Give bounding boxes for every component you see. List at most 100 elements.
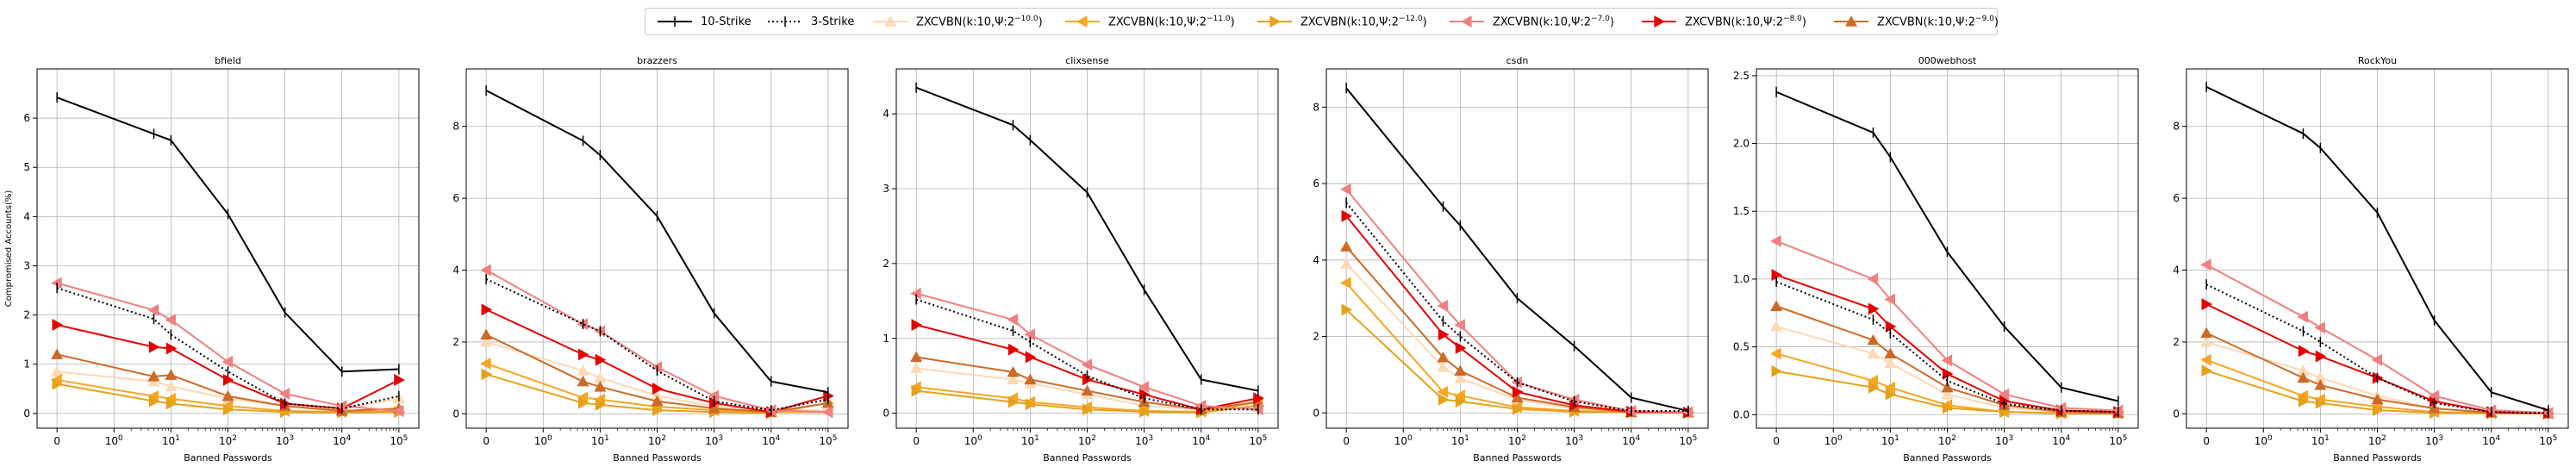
legend-label-exponent: −9.0 bbox=[1975, 14, 1994, 23]
data-point bbox=[910, 351, 923, 363]
y-tick-label: 1 bbox=[883, 333, 889, 345]
data-point bbox=[480, 335, 493, 347]
data-point bbox=[1884, 347, 1897, 359]
x-tick-label: 105 bbox=[1679, 434, 1697, 447]
y-tick-label: 4 bbox=[452, 265, 459, 277]
legend-label-exponent: −7.0 bbox=[1591, 14, 1610, 23]
data-point bbox=[2200, 327, 2213, 339]
y-tick-label: 2 bbox=[23, 309, 30, 321]
data-point bbox=[594, 393, 605, 406]
data-point bbox=[2200, 335, 2213, 347]
legend-marker bbox=[884, 16, 896, 27]
data-point bbox=[1770, 234, 1781, 247]
x-tick-label: 105 bbox=[2109, 434, 2127, 447]
data-point bbox=[1867, 272, 1879, 285]
legend-label: ZXCVBN(k:10,Ψ:2−8.0) bbox=[1685, 14, 1806, 29]
x-tick-label: 104 bbox=[333, 434, 351, 447]
legend-label-exponent: −10.0 bbox=[1014, 14, 1039, 23]
x-tick-label: 104 bbox=[2052, 434, 2070, 447]
data-point bbox=[1024, 328, 1035, 341]
x-tick-label: 105 bbox=[390, 434, 408, 447]
x-tick-label: 101 bbox=[1021, 434, 1039, 447]
chart-title: bfield bbox=[215, 55, 241, 66]
data-point bbox=[2298, 395, 2310, 408]
legend-label-base: ZXCVBN(k:10,Ψ:2 bbox=[1877, 16, 1976, 29]
y-tick-label: 3 bbox=[23, 259, 30, 271]
data-point bbox=[2297, 371, 2310, 383]
x-tick-label: 103 bbox=[705, 434, 723, 447]
x-tick-label: 105 bbox=[1249, 434, 1267, 447]
y-tick-label: 4 bbox=[883, 108, 889, 120]
chart-panel-bfield: 0 100 101 102 103 104 105 0 1 2 3 4 5 6 bfield Banned P… bbox=[4, 55, 420, 464]
x-tick-label: 105 bbox=[819, 434, 837, 447]
data-point bbox=[577, 396, 589, 409]
data-point bbox=[1884, 381, 1895, 394]
x-tick-label: 103 bbox=[276, 434, 294, 447]
x-axis-label: Banned Passwords bbox=[2333, 452, 2422, 464]
data-point bbox=[1770, 300, 1783, 311]
chart-panel-rockyou: 0 100 101 102 103 104 105 0 2 4 6 8 RockYou Banned Pa… bbox=[2173, 55, 2569, 464]
data-point bbox=[1512, 385, 1524, 398]
data-point bbox=[1340, 277, 1351, 289]
x-tick-label: 100 bbox=[964, 434, 982, 447]
data-point bbox=[1454, 319, 1465, 332]
legend-label-exponent: −11.0 bbox=[1207, 14, 1231, 23]
data-point bbox=[1941, 388, 1954, 400]
legend-item: 3-Strike bbox=[764, 9, 854, 34]
legend-marker bbox=[1654, 16, 1665, 28]
data-point bbox=[1024, 373, 1037, 385]
plot-frame bbox=[465, 68, 849, 429]
data-point bbox=[2372, 404, 2384, 417]
data-point bbox=[1867, 374, 1879, 387]
legend-item: ZXCVBN(k:10,Ψ:2−8.0) bbox=[1638, 9, 1806, 34]
x-tick-label: 0 bbox=[53, 435, 60, 447]
x-tick-label: 102 bbox=[1938, 434, 1956, 447]
legend-label: ZXCVBN(k:10,Ψ:2−9.0) bbox=[1877, 14, 1999, 29]
x-tick-label: 103 bbox=[1565, 434, 1583, 447]
data-point bbox=[2201, 298, 2213, 311]
data-point bbox=[1867, 333, 1880, 345]
data-point bbox=[595, 353, 607, 366]
legend-swatch bbox=[658, 16, 692, 27]
data-point bbox=[1025, 351, 1037, 364]
y-tick-label: 2.0 bbox=[1733, 138, 1750, 150]
y-tick-label: 6 bbox=[452, 192, 459, 204]
data-point bbox=[2298, 345, 2310, 358]
data-point bbox=[165, 380, 178, 392]
data-point bbox=[2314, 378, 2327, 390]
data-point bbox=[1868, 381, 1880, 394]
x-tick-label: 100 bbox=[2255, 434, 2273, 447]
x-tick-label: 0 bbox=[2203, 435, 2210, 447]
y-tick-label: 8 bbox=[2173, 121, 2180, 133]
legend-swatch bbox=[1450, 16, 1484, 28]
y-tick-label: 0 bbox=[2173, 408, 2180, 420]
y-tick-label: 4 bbox=[1313, 254, 1319, 266]
x-tick-label: 104 bbox=[1622, 434, 1640, 447]
x-tick-label: 101 bbox=[1881, 434, 1899, 447]
data-point bbox=[148, 340, 160, 353]
legend-label-exponent: −8.0 bbox=[1783, 14, 1802, 23]
y-tick-label: 0.0 bbox=[1733, 408, 1750, 420]
data-point bbox=[911, 319, 923, 332]
chart-title: csdn bbox=[1506, 55, 1529, 66]
data-point bbox=[392, 405, 404, 418]
data-point bbox=[1868, 302, 1880, 315]
data-point bbox=[2314, 321, 2325, 334]
y-tick-label: 0 bbox=[883, 408, 889, 420]
data-point bbox=[1942, 401, 1954, 414]
data-point bbox=[165, 397, 178, 410]
legend-label: ZXCVBN(k:10,Ψ:2−12.0) bbox=[1300, 14, 1427, 29]
x-tick-label: 100 bbox=[105, 434, 123, 447]
data-point bbox=[1771, 269, 1783, 282]
data-point bbox=[394, 374, 405, 387]
data-point bbox=[1455, 395, 1467, 408]
data-point bbox=[577, 375, 589, 387]
data-point bbox=[480, 357, 491, 370]
y-tick-label: 1.0 bbox=[1733, 273, 1750, 285]
x-tick-label: 100 bbox=[1824, 434, 1843, 447]
y-tick-label: 2 bbox=[1313, 331, 1319, 343]
data-point bbox=[594, 371, 607, 383]
x-tick-label: 101 bbox=[1451, 434, 1469, 447]
data-point bbox=[821, 406, 833, 419]
x-tick-label: 104 bbox=[762, 434, 780, 447]
